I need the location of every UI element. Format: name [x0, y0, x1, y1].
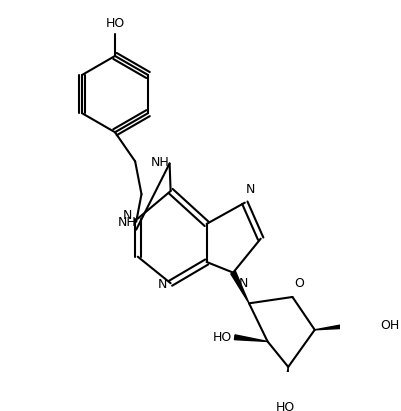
Polygon shape [230, 271, 248, 303]
Text: O: O [294, 277, 304, 290]
Polygon shape [234, 335, 267, 342]
Text: N: N [245, 183, 255, 196]
Text: N: N [158, 278, 167, 291]
Text: NH: NH [150, 156, 169, 169]
Text: NH: NH [117, 216, 136, 229]
Polygon shape [283, 367, 288, 396]
Text: N: N [123, 210, 132, 222]
Text: N: N [238, 277, 247, 290]
Polygon shape [314, 323, 350, 330]
Text: HO: HO [105, 17, 124, 30]
Text: HO: HO [212, 331, 231, 344]
Text: OH: OH [379, 319, 399, 332]
Text: HO: HO [275, 401, 294, 411]
